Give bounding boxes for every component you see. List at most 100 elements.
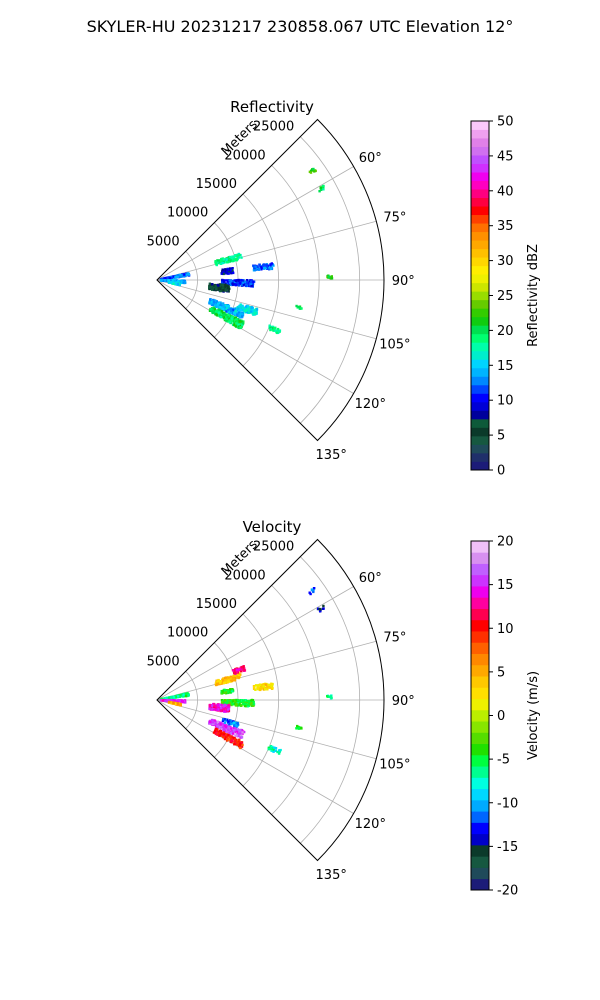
- colorbar-segment: [471, 240, 489, 250]
- echo-gate: [240, 666, 244, 669]
- echo-gate: [237, 674, 241, 678]
- echo-gate: [215, 313, 218, 317]
- range-tick-label: 20000: [224, 148, 265, 163]
- echo-gate: [223, 284, 226, 288]
- echo-gate: [237, 326, 241, 330]
- echo-gate: [231, 267, 234, 270]
- echo-gate: [254, 688, 257, 691]
- echo-gate: [246, 699, 249, 703]
- echo-gate: [177, 695, 180, 698]
- echo-gate: [232, 736, 236, 740]
- colorbar-tick-label: 30: [497, 254, 514, 269]
- echo-gate: [176, 702, 179, 705]
- echo-gate: [228, 255, 232, 259]
- colorbar-segment: [471, 754, 489, 767]
- echo-gate: [225, 307, 228, 310]
- echo-gate: [181, 700, 185, 703]
- echo-gate: [267, 748, 270, 751]
- echo-gate: [264, 683, 267, 686]
- echo-gate: [222, 313, 226, 316]
- echo-gate: [227, 722, 231, 726]
- echo-gate: [234, 727, 237, 730]
- echo-gate: [232, 721, 235, 725]
- echo-gate: [244, 280, 247, 283]
- echo-gate: [228, 680, 231, 683]
- colorbar-segment: [471, 799, 489, 812]
- echo-gate: [229, 675, 233, 678]
- echo-gate: [209, 298, 212, 301]
- echo-cluster: [316, 604, 325, 613]
- echo-gate: [174, 275, 177, 279]
- echo-gate: [248, 699, 251, 702]
- echo-gate: [227, 738, 230, 741]
- echo-gate: [260, 268, 263, 271]
- echo-gate: [227, 259, 230, 262]
- echo-cluster: [208, 282, 231, 293]
- echo-gate: [243, 704, 247, 708]
- echo-gate: [231, 688, 234, 691]
- echo-gate: [297, 726, 301, 730]
- colorbar-segment: [471, 427, 489, 437]
- echo-gate: [224, 304, 227, 307]
- echo-gate: [220, 701, 224, 704]
- colorbar-tick-label: 5: [497, 429, 505, 444]
- echo-gate: [211, 288, 214, 291]
- echo-gate: [256, 686, 259, 689]
- echo-gate: [176, 699, 179, 702]
- colorbar: 0 5 10 15 20 25 30 35 40 45 50 Reflectivity dBZ: [470, 115, 541, 479]
- echo-gate: [226, 286, 230, 289]
- echo-gate: [231, 280, 234, 283]
- echo-gate: [313, 170, 316, 173]
- echo-gate: [213, 299, 217, 302]
- echo-gate: [229, 700, 232, 703]
- echo-gate: [243, 306, 246, 310]
- echo-gate: [179, 704, 182, 707]
- range-tick-label: 5000: [147, 234, 180, 249]
- colorbar-tick-label: 25: [497, 289, 514, 304]
- echo-gate: [214, 722, 217, 725]
- echo-gate: [253, 686, 256, 689]
- echo-cluster: [326, 274, 334, 280]
- echo-gate: [227, 690, 230, 693]
- echo-gate: [224, 699, 227, 702]
- colorbar-segment: [471, 608, 489, 621]
- echo-gate: [211, 721, 214, 724]
- echo-gate: [250, 702, 253, 705]
- echo-gate: [224, 706, 227, 709]
- echo-gate: [212, 300, 216, 304]
- echo-gate: [208, 707, 211, 710]
- echo-gate: [222, 732, 225, 736]
- echo-cluster: [208, 306, 245, 330]
- echo-gate: [267, 746, 270, 750]
- echo-gate: [236, 313, 239, 316]
- echo-gate: [216, 259, 219, 262]
- echo-gate: [217, 259, 221, 262]
- colorbar-segment: [471, 687, 489, 700]
- azimuth-tick-label: 105°: [379, 758, 410, 773]
- echo-gate: [227, 268, 230, 271]
- echo-gate: [167, 699, 171, 702]
- echo-gate: [168, 700, 171, 704]
- colorbar-segment: [471, 308, 489, 318]
- echo-gate: [234, 700, 238, 704]
- echo-gate: [235, 734, 238, 737]
- colorbar-tick-label: 20: [497, 324, 514, 339]
- colorbar-tick-label: 15: [497, 578, 514, 593]
- echo-gate: [319, 608, 322, 611]
- echo-gate: [255, 308, 259, 311]
- echo-gate: [235, 322, 238, 325]
- azimuth-tick-label: 120°: [355, 817, 386, 832]
- echo-gate: [256, 265, 259, 269]
- echo-gate: [321, 607, 325, 610]
- range-tick-label: 10000: [167, 626, 208, 641]
- echo-gate: [238, 319, 241, 322]
- echo-gate: [266, 686, 269, 689]
- echo-gate: [178, 275, 181, 278]
- echo-gate: [272, 750, 275, 753]
- echo-gate: [226, 709, 229, 713]
- echo-gate: [179, 273, 182, 277]
- echo-gate: [219, 680, 222, 683]
- echo-gate: [238, 253, 241, 257]
- echo-gate: [247, 309, 251, 312]
- colorbar-segment: [471, 709, 489, 722]
